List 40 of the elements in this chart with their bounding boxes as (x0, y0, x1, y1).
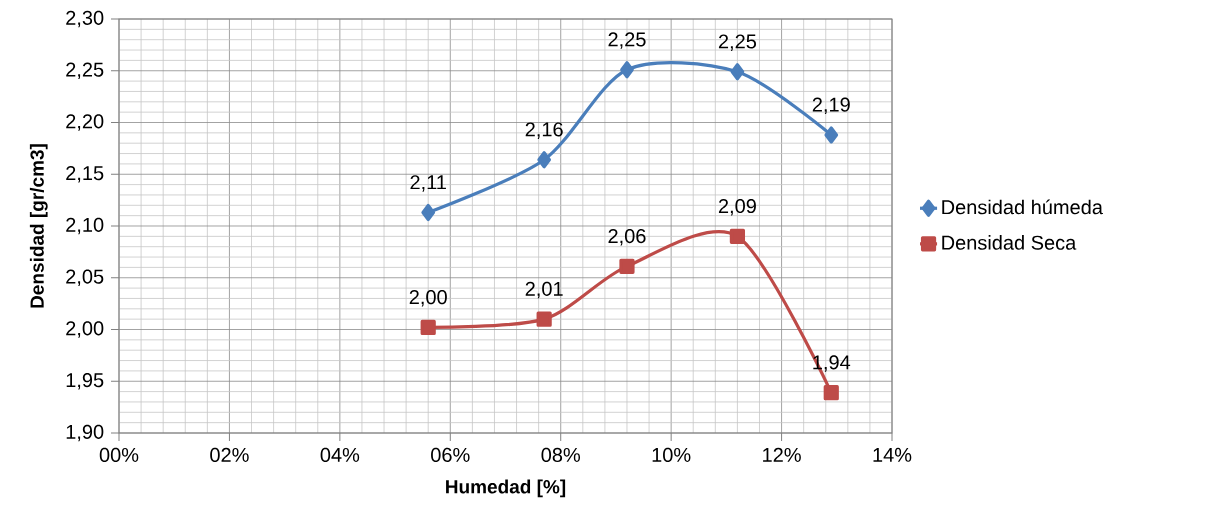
data-label: 2,19 (812, 97, 850, 115)
y-tick-label: 2,30 (66, 10, 104, 28)
point (536, 311, 552, 327)
point (824, 126, 839, 144)
point (420, 319, 436, 336)
point (421, 203, 436, 222)
y-tick-label: 2,00 (66, 321, 104, 338)
y-axis-title: Densidad [gr/cm3] (29, 144, 48, 308)
y-tick-label: 2,25 (66, 62, 104, 80)
x-tick-label: 00% (99, 447, 139, 463)
data-label: 2,25 (608, 32, 646, 49)
point (730, 63, 745, 81)
point (823, 385, 839, 401)
legend-label: Densidad Seca (942, 235, 1077, 250)
y-tick-label: 2,05 (66, 269, 104, 287)
data-label: 2,16 (525, 122, 563, 139)
point (729, 228, 745, 244)
y-tick-label: 2,10 (66, 217, 104, 235)
point (620, 61, 634, 79)
data-label: 2,00 (409, 290, 447, 307)
data-label: 2,01 (525, 281, 563, 299)
point (537, 151, 551, 169)
data-label: 2,06 (608, 228, 646, 246)
x-tick-label: 02% (210, 447, 249, 463)
y-tick-label: 2,20 (66, 114, 104, 131)
legend-label: Densidad húmeda (942, 199, 1103, 215)
x-tick-label: 08% (541, 447, 581, 463)
y-tick-label: 1,90 (66, 424, 104, 442)
point (619, 258, 635, 274)
x-tick-label: 06% (431, 447, 470, 463)
data-label: 2,09 (718, 198, 756, 216)
x-axis-title: Humedad [%] (446, 479, 566, 498)
data-label: 2,11 (410, 175, 446, 192)
x-tick-label: 12% (763, 447, 801, 462)
x-tick-label: 10% (652, 447, 691, 463)
y-tick-label: 1,95 (66, 373, 104, 390)
y-tick-label: 2,15 (66, 166, 104, 183)
x-tick-label: 04% (320, 447, 360, 463)
data-label: 2,25 (718, 34, 757, 51)
x-tick-label: 14% (873, 447, 912, 462)
